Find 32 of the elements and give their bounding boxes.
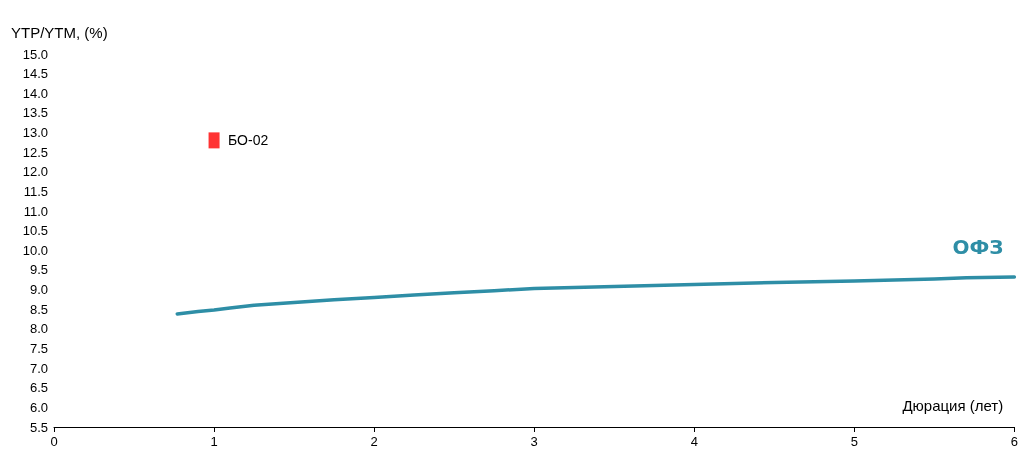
x-tick-label: 1 <box>210 434 218 449</box>
y-tick-label: 6.5 <box>29 380 48 396</box>
x-tick-label: 5 <box>850 434 858 449</box>
annotation: БО-02 <box>228 132 269 149</box>
y-tick-label: 13.0 <box>22 125 48 141</box>
y-tick-label: 11.5 <box>23 183 48 199</box>
x-axis-title: Дюрация (лет) <box>902 397 1004 414</box>
y-tick-label: 11.0 <box>23 203 48 219</box>
y-tick-label: 14.0 <box>22 85 48 101</box>
x-tick-label: 2 <box>370 434 378 449</box>
y-tick-label: 10.0 <box>22 242 48 258</box>
y-tick-label: 9.5 <box>29 262 48 278</box>
y-tick-label: 10.5 <box>22 223 48 239</box>
y-tick-label: 15.0 <box>22 46 48 62</box>
y-tick-label: 12.0 <box>22 164 48 180</box>
y-tick-label: 9.0 <box>29 282 48 298</box>
line-series <box>175 275 1017 316</box>
y-tick-label: 8.0 <box>29 321 48 337</box>
y-tick-label: 6.0 <box>29 399 48 415</box>
y-tick-label: 12.5 <box>22 144 48 160</box>
y-axis-title: YTP/YTM, (%) <box>11 24 108 41</box>
x-tick-label: 3 <box>530 434 538 449</box>
y-tick-label: 8.5 <box>29 301 48 317</box>
y-tick-label: 14.5 <box>22 66 48 82</box>
y-tick-label: 5.5 <box>29 419 48 435</box>
y-tick-label: 7.0 <box>29 360 48 376</box>
x-tick-label: 6 <box>1010 434 1018 449</box>
y-tick-label: 7.5 <box>29 340 48 356</box>
y-tick-label: 13.5 <box>22 105 48 121</box>
series-label: ОФЗ <box>952 235 1004 260</box>
x-tick-label: 4 <box>690 434 698 449</box>
x-tick-label: 0 <box>50 434 58 449</box>
